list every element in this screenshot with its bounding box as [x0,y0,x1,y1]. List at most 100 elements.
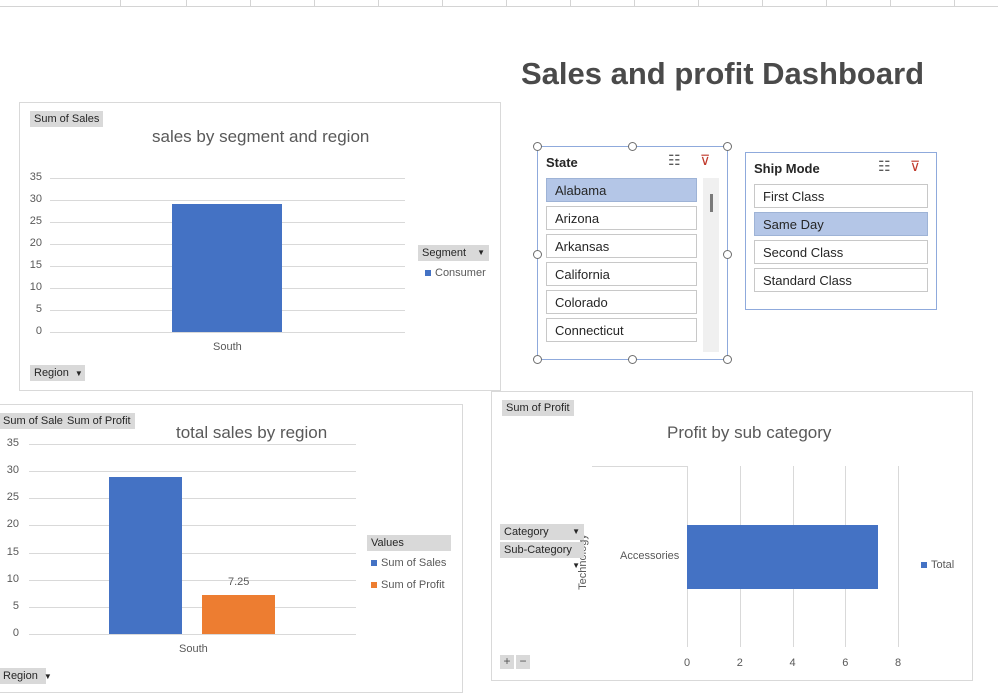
dashboard-title: Sales and profit Dashboard [521,56,925,91]
y-tick-15: 15 [6,545,19,558]
collapse-field-button[interactable]: − [516,655,530,669]
state-slicer[interactable]: State ☷ ⊽ Alabama Arizona Arkansas Calif… [533,142,732,364]
chart-title: total sales by region [176,423,328,442]
resize-handle[interactable] [628,142,637,151]
y-tick-35: 35 [29,171,42,183]
y-tick-30: 30 [6,464,19,477]
gridline [50,200,405,201]
resize-handle[interactable] [533,355,542,364]
plot-area-divider [592,466,687,467]
data-label-profit: 7.25 [228,575,250,588]
y-tick-35: 35 [6,437,19,449]
slicer-scrollbar[interactable] [703,178,719,352]
x-tick-2: 2 [736,657,743,669]
legend-swatch [921,562,927,569]
y-tick-30: 30 [29,193,42,205]
gridline [50,178,405,179]
gridline [29,634,356,635]
gridline [29,471,356,473]
sum-of-profit-field-button[interactable]: Sum of Profit [502,400,574,416]
slicer-scrollbar-thumb[interactable] [710,194,713,212]
x-tick-0: 0 [684,657,691,669]
subcategory-filter-button[interactable]: Sub-Category ▼ [500,542,584,570]
segment-label: Segment [422,247,467,259]
y-tick-20: 20 [29,237,42,249]
dropdown-arrow-icon: ▼ [572,561,580,570]
y-tick-10: 10 [29,281,42,293]
y-tick-10: 10 [6,572,19,585]
legend-consumer: Consumer [425,267,486,279]
y-tick-0: 0 [12,627,19,639]
category-filter-button[interactable]: Category ▼ [500,524,584,540]
slicer-title: State [546,155,578,170]
slicer-item-first-class[interactable]: First Class [754,184,928,208]
legend-total: Total [921,559,954,571]
dropdown-arrow-icon: ▼ [572,527,580,536]
chart-total-sales-by-region[interactable]: Sum of Sales Sum of Profit total sales b… [0,404,463,693]
resize-handle[interactable] [533,250,542,259]
slicer-item-connecticut[interactable]: Connecticut [546,318,697,342]
gridline [29,498,356,500]
dropdown-arrow-icon: ▼ [477,248,485,257]
resize-handle[interactable] [723,250,732,259]
sum-of-sales-field-button[interactable]: Sum of Sales [30,111,104,127]
sum-of-sales-field-button[interactable]: Sum of Sales [0,413,73,429]
region-filter-button[interactable]: Region ▼ [30,365,85,381]
y-tick-20: 20 [6,518,19,531]
subcategory-label: Sub-Category [504,544,572,556]
x-tick-6: 6 [842,657,849,669]
category-label: Category [504,526,549,538]
chart-profit-by-subcategory[interactable]: Sum of Profit Profit by sub category 0 2 4… [491,391,973,681]
segment-filter-button[interactable]: Segment ▼ [418,245,489,261]
gridline [29,525,356,527]
clear-filter-icon[interactable]: ⊽ [910,158,921,174]
legend-label: Consumer [435,267,486,279]
slicer-item-second-class[interactable]: Second Class [754,240,928,264]
y-tick-5: 5 [35,303,42,315]
ship-mode-slicer[interactable]: Ship Mode ☷ ⊽ First Class Same Day Secon… [745,152,937,310]
slicer-item-arizona[interactable]: Arizona [546,206,697,230]
gridline [29,444,356,445]
x-tick-4: 4 [789,657,796,669]
legend-label: Sum of Profit [381,579,445,591]
legend-swatch [425,270,431,277]
bar-accessories-total[interactable] [687,525,879,589]
sheet-gridlines [0,0,998,7]
slicer-item-california[interactable]: California [546,262,697,286]
clear-filter-icon[interactable]: ⊽ [700,152,711,168]
dropdown-arrow-icon: ▼ [74,369,83,378]
slicer-title: Ship Mode [754,161,820,176]
slicer-item-standard-class[interactable]: Standard Class [754,268,928,292]
legend-sum-of-sales: Sum of Sales [371,557,446,569]
bar-south-consumer[interactable] [172,204,282,332]
bar-south-sum-of-sales[interactable] [109,476,182,634]
gridline [29,552,356,554]
y-tick-15: 15 [29,259,42,271]
gridline [50,332,405,333]
chart-sales-by-segment[interactable]: Sum of Sales sales by segment and region… [19,102,501,391]
bar-south-sum-of-profit[interactable] [202,594,275,634]
legend-swatch [371,582,377,589]
region-label: Region [3,670,38,682]
resize-handle[interactable] [723,355,732,364]
resize-handle[interactable] [628,355,637,364]
chart-title: Profit by sub category [667,423,832,442]
y-tick-5: 5 [12,599,19,612]
gridline [29,606,356,608]
dropdown-arrow-icon: ▼ [43,672,52,681]
legend-label: Total [931,559,955,571]
multiselect-icon[interactable]: ☷ [878,158,891,174]
chart-title: sales by segment and region [152,127,370,146]
expand-field-button[interactable]: + [500,655,514,669]
multiselect-icon[interactable]: ☷ [668,152,681,168]
slicer-item-same-day[interactable]: Same Day [754,212,928,236]
slicer-item-colorado[interactable]: Colorado [546,290,697,314]
slicer-item-alabama[interactable]: Alabama [546,178,697,202]
gridline [29,579,356,581]
slicer-item-arkansas[interactable]: Arkansas [546,234,697,258]
resize-handle[interactable] [533,142,542,151]
resize-handle[interactable] [723,142,732,151]
y-tick-25: 25 [29,215,42,227]
sum-of-profit-field-button[interactable]: Sum of Profit [63,413,135,429]
region-filter-button[interactable]: Region ▼ [0,668,52,684]
